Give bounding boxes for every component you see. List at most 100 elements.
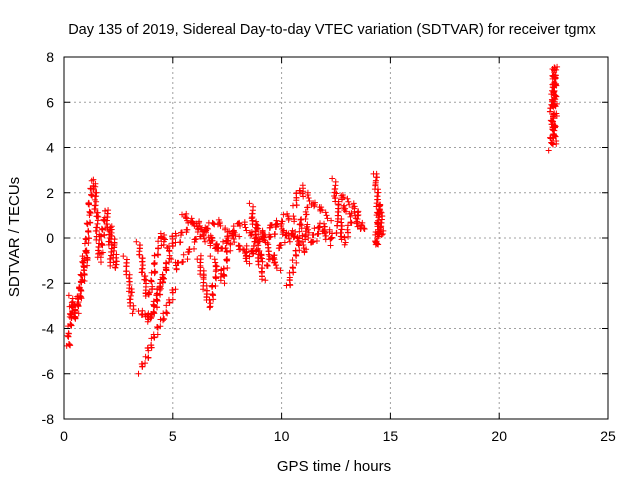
data-point [169,242,176,249]
data-point [277,267,284,274]
data-point [195,225,202,232]
data-point [290,213,297,220]
data-point [296,228,303,235]
data-point [211,256,218,263]
y-tick-label: 6 [46,94,54,110]
data-point [342,208,349,215]
data-point [341,202,348,209]
data-point [298,222,305,229]
data-point [163,302,170,309]
data-point [172,286,179,293]
y-tick-label: -4 [42,321,55,337]
data-point [212,273,219,280]
data-point [221,280,228,287]
data-point [300,241,307,248]
data-point [206,237,213,244]
data-point [210,220,217,227]
data-point [286,235,293,242]
data-point [553,82,560,89]
data-point [125,275,132,282]
data-point [327,242,334,249]
data-point [352,212,359,219]
data-point [99,249,106,256]
data-point [195,219,202,226]
chart-title: Day 135 of 2019, Sidereal Day-to-day VTE… [68,22,596,38]
data-point [154,323,161,330]
data-point [136,251,143,258]
data-point [552,92,559,99]
data-point [224,256,231,263]
data-point [230,223,237,230]
data-point [151,259,158,266]
data-point [227,241,234,248]
data-point [268,222,275,229]
data-point [86,219,93,226]
data-point [96,250,103,257]
data-point [380,227,387,234]
data-point [346,201,353,208]
data-point [379,231,386,238]
ticks: 0 5 10 15 20 25 -8 -6 -4 -2 0 2 4 6 8 [42,49,616,444]
data-point [184,217,191,224]
data-point [334,212,341,219]
data-point [352,215,359,222]
data-point [85,199,92,206]
data-point [289,264,296,271]
data-point [322,209,329,216]
data-point [344,226,351,233]
data-point [65,340,72,347]
data-point [173,266,180,273]
data-point [123,268,130,275]
data-point [169,240,176,247]
data-point [130,302,137,309]
y-tick-label: 8 [46,49,54,65]
data-point [147,277,154,284]
data-point [374,235,381,241]
data-point [378,209,385,216]
data-point [154,331,161,338]
data-point [148,313,155,320]
data-point [86,208,93,215]
data-point [548,121,555,128]
data-point [223,240,230,247]
data-point [154,297,161,304]
data-point [120,253,127,260]
data-point [306,198,313,205]
data-point [321,220,328,227]
x-axis-label: GPS time / hours [277,458,391,475]
data-point [323,232,330,239]
data-point [145,290,152,297]
data-point [246,260,253,267]
data-point [328,217,335,224]
data-point [273,265,280,272]
data-point [201,235,208,242]
data-point [305,226,312,233]
data-point [296,242,303,249]
data-point [155,245,162,252]
y-tick-label: -6 [42,366,55,382]
data-point [286,276,293,283]
data-point [549,98,556,105]
data-point [355,208,362,215]
data-point [138,269,145,276]
data-point [310,231,317,238]
data-point [81,271,88,278]
data-point [551,133,558,140]
data-point [148,285,155,292]
x-tick-label: 0 [60,428,68,444]
data-point [168,256,175,263]
data-point [552,93,559,100]
data-point [350,200,357,207]
data-point [285,216,292,223]
data-point [304,223,311,230]
data-point [259,255,266,262]
data-point [148,342,155,349]
data-point [304,204,311,211]
data-point [126,296,133,303]
data-point [304,192,311,199]
data-point [337,230,344,237]
data-point [139,311,146,318]
data-point [150,301,157,308]
data-point [87,185,94,192]
